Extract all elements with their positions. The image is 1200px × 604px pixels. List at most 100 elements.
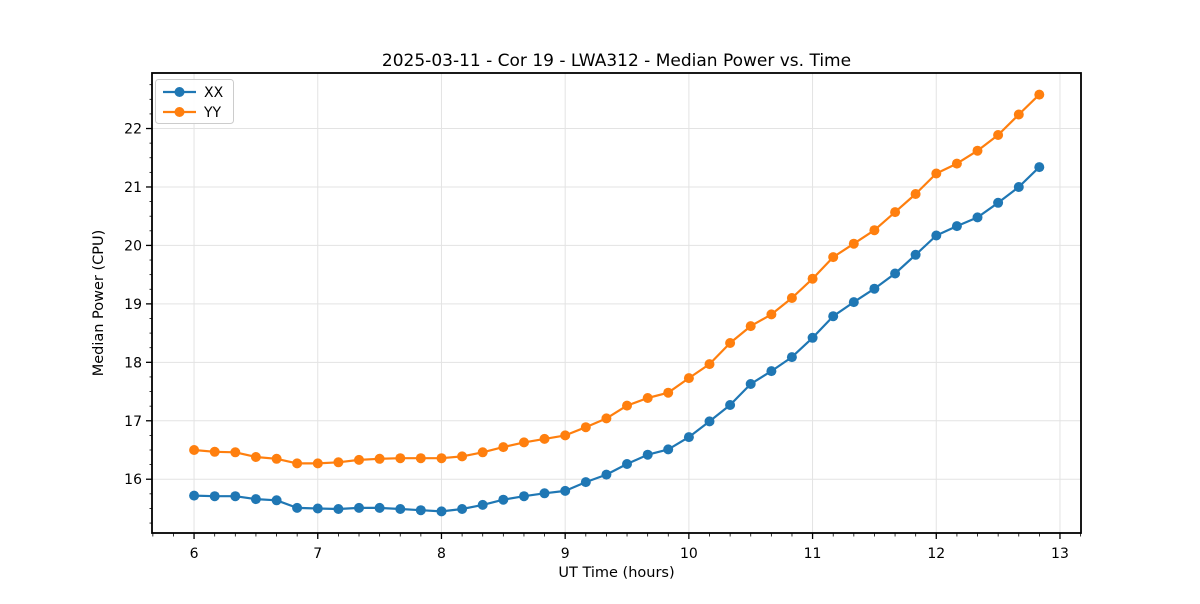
- data-point-yy: [209, 446, 220, 457]
- data-point-xx: [415, 505, 426, 516]
- data-point-yy: [766, 309, 777, 320]
- legend-item-yy: YY: [163, 105, 222, 121]
- data-point-yy: [890, 207, 901, 218]
- data-point-yy: [333, 457, 344, 468]
- data-point-xx: [436, 506, 447, 517]
- data-point-xx: [477, 499, 488, 510]
- data-point-xx: [704, 416, 715, 427]
- plot-frame: [151, 72, 1082, 534]
- data-point-yy: [498, 442, 509, 453]
- data-point-xx: [601, 469, 612, 480]
- data-point-xx: [312, 503, 323, 514]
- data-point-xx: [951, 221, 962, 232]
- data-point-xx: [828, 311, 839, 322]
- data-point-yy: [642, 393, 653, 403]
- plot-layer: 6 7 8 9 10 11 12 13 16 17 18 19 20 21 22 XX YY: [124, 72, 1082, 562]
- data-point-yy: [560, 430, 571, 441]
- y-tick-label: 17: [124, 414, 142, 430]
- data-point-xx: [539, 488, 550, 499]
- x-tick-label: 10: [680, 546, 698, 562]
- data-point-xx: [786, 352, 797, 363]
- data-point-yy: [415, 453, 426, 464]
- data-point-xx: [683, 432, 694, 443]
- x-tick-label: 7: [313, 546, 322, 562]
- x-tick-label: 8: [437, 546, 446, 562]
- data-point-xx: [519, 491, 529, 502]
- data-point-xx: [745, 379, 756, 389]
- data-point-yy: [230, 447, 241, 458]
- x-tick-label: 13: [1051, 546, 1069, 562]
- data-point-xx: [292, 502, 303, 513]
- data-point-yy: [972, 145, 983, 156]
- data-point-xx: [230, 491, 241, 502]
- data-point-yy: [704, 359, 715, 370]
- data-point-yy: [622, 400, 632, 411]
- data-point-yy: [848, 238, 859, 249]
- data-point-xx: [209, 491, 220, 502]
- data-point-yy: [354, 454, 364, 465]
- data-point-yy: [250, 452, 261, 462]
- y-tick-label: 16: [124, 472, 142, 488]
- data-point-yy: [931, 168, 942, 179]
- y-tick-label: 20: [124, 238, 142, 254]
- data-point-xx: [374, 502, 385, 513]
- data-point-yy: [993, 130, 1004, 140]
- data-point-xx: [333, 504, 344, 514]
- data-point-yy: [663, 387, 674, 398]
- data-point-yy: [745, 321, 756, 332]
- x-axis-label: UT Time (hours): [558, 565, 674, 581]
- data-point-xx: [766, 366, 777, 377]
- y-tick-label: 22: [124, 122, 142, 138]
- data-point-xx: [972, 212, 983, 223]
- data-point-xx: [663, 444, 674, 455]
- data-point-xx: [848, 297, 859, 308]
- data-point-yy: [683, 373, 694, 384]
- data-point-yy: [312, 458, 323, 469]
- data-point-xx: [622, 459, 632, 469]
- data-point-xx: [354, 502, 364, 513]
- data-point-xx: [271, 495, 282, 506]
- data-point-xx: [931, 230, 942, 241]
- y-tick-label: 18: [124, 355, 142, 371]
- data-point-xx: [457, 504, 468, 514]
- legend-marker: [174, 107, 185, 117]
- data-point-yy: [910, 189, 921, 199]
- data-point-xx: [395, 504, 406, 514]
- y-tick-label: 19: [124, 297, 142, 313]
- data-point-yy: [786, 293, 797, 303]
- data-point-yy: [292, 458, 303, 469]
- data-point-xx: [807, 332, 818, 343]
- y-tick-label: 21: [124, 180, 142, 196]
- data-point-xx: [869, 283, 880, 294]
- data-point-yy: [189, 445, 200, 455]
- legend-item-xx: XX: [163, 85, 224, 101]
- data-point-yy: [519, 437, 529, 448]
- data-point-yy: [374, 453, 385, 464]
- x-tick-label: 12: [927, 546, 945, 562]
- data-point-xx: [189, 490, 200, 501]
- data-point-xx: [910, 249, 921, 260]
- legend-label: YY: [203, 105, 222, 121]
- data-point-xx: [498, 494, 509, 505]
- data-point-yy: [395, 453, 406, 464]
- data-point-yy: [271, 453, 282, 464]
- data-point-yy: [807, 273, 818, 284]
- data-point-xx: [1013, 182, 1024, 192]
- data-point-yy: [869, 225, 880, 236]
- data-point-xx: [580, 477, 591, 488]
- data-point-yy: [457, 451, 468, 462]
- x-tick-label: 6: [190, 546, 199, 562]
- series-line-yy: [194, 93, 1041, 465]
- data-point-xx: [725, 400, 736, 410]
- legend-marker: [174, 87, 185, 97]
- data-point-yy: [725, 338, 736, 348]
- data-point-xx: [890, 268, 901, 279]
- data-point-yy: [601, 413, 612, 424]
- data-point-yy: [1034, 89, 1045, 100]
- x-tick-label: 11: [804, 546, 822, 562]
- data-point-yy: [828, 252, 839, 263]
- data-point-xx: [560, 485, 571, 496]
- data-point-yy: [477, 447, 488, 458]
- data-point-xx: [250, 494, 261, 505]
